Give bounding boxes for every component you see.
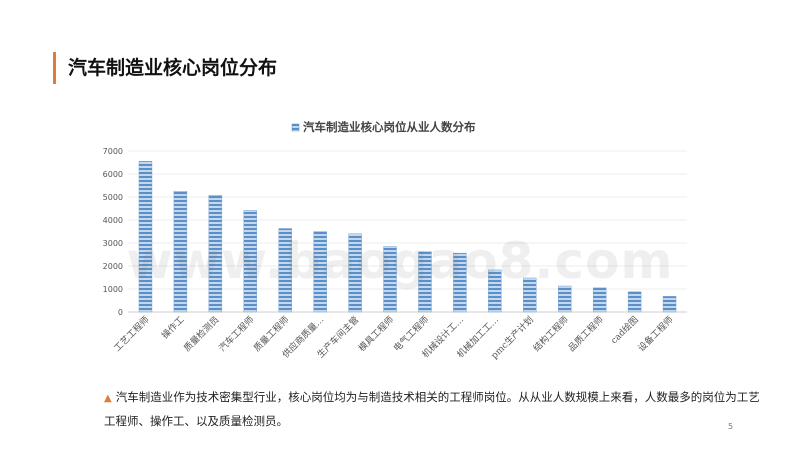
- x-tick-label: 品质工程师: [565, 314, 605, 354]
- x-tick-label: cad绘图: [608, 314, 641, 347]
- bar: [418, 251, 432, 313]
- x-tick-label: 汽车工程师: [216, 314, 256, 354]
- y-tick-label: 1000: [103, 285, 123, 294]
- bar: [208, 194, 223, 313]
- y-tick-label: 7000: [103, 147, 123, 156]
- triangle-icon: ▲: [104, 393, 112, 404]
- legend-swatch: [291, 123, 300, 132]
- x-tick-label: 设备工程师: [635, 314, 675, 354]
- bar: [348, 233, 362, 313]
- x-tick-label: 工艺工程师: [111, 314, 151, 354]
- bar: [453, 252, 467, 313]
- bar: [278, 228, 292, 313]
- bar: [383, 246, 397, 313]
- y-tick-label: 2000: [103, 262, 123, 271]
- bar: [138, 161, 153, 313]
- bar: [488, 269, 502, 313]
- bar: [243, 210, 257, 313]
- slide-title: 汽车制造业核心岗位分布: [68, 57, 278, 79]
- title-accent-bar: [53, 52, 56, 84]
- y-tick-label: 5000: [103, 193, 123, 202]
- bar: [523, 277, 537, 313]
- y-tick-label: 4000: [103, 216, 123, 225]
- y-tick-label: 6000: [103, 170, 123, 179]
- x-tick-label: 模具工程师: [356, 314, 396, 354]
- y-tick-label: 3000: [103, 239, 123, 248]
- chart-title: 汽车制造业核心岗位从业人数分布: [303, 120, 476, 134]
- bar: [592, 287, 607, 313]
- summary-note: ▲ 汽车制造业作为技术密集型行业，核心岗位均为与制造技术相关的工程师岗位。从从业人…: [104, 386, 764, 432]
- bar: [173, 191, 188, 313]
- bar: [662, 296, 677, 313]
- bar-chart: 汽车制造业核心岗位从业人数分布 0 1000 2000 3000 4000 5000 600…: [103, 120, 687, 361]
- summary-text: 汽车制造业作为技术密集型行业，核心岗位均为与制造技术相关的工程师岗位。从从业人数…: [104, 390, 760, 428]
- bar: [627, 291, 642, 313]
- bar: [313, 231, 327, 313]
- y-tick-label: 0: [118, 308, 123, 317]
- x-tick-label: 操作工: [159, 314, 187, 342]
- x-tick-label: 结构工程师: [531, 314, 571, 354]
- x-tick-label: 质量检测员: [181, 314, 221, 354]
- bar: [558, 285, 572, 313]
- page-number: 5: [728, 422, 734, 431]
